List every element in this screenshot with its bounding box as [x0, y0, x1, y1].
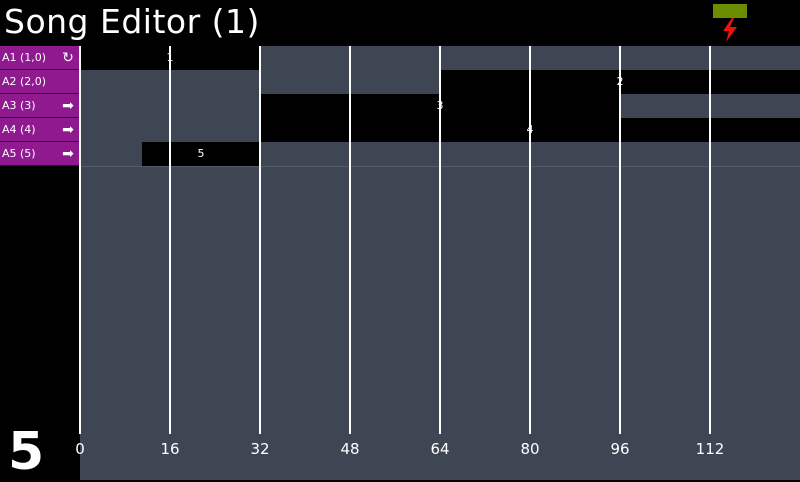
axis-tick-16 — [169, 424, 171, 434]
arrow-right-icon[interactable]: ➡ — [62, 146, 74, 162]
timeline-axis[interactable]: 5 0 16 32 48 64 80 96 112 — [0, 424, 800, 480]
battery-level-indicator — [713, 4, 747, 18]
title-bar: Song Editor (1) — [0, 0, 800, 46]
grid-line-96 — [619, 46, 621, 434]
axis-tick-64 — [439, 424, 441, 434]
axis-tick-96 — [619, 424, 621, 434]
axis-tick-label-32: 32 — [250, 440, 270, 458]
axis-tick-label-80: 80 — [520, 440, 540, 458]
battery-icon — [708, 2, 752, 42]
pattern-clip[interactable]: 5 — [141, 142, 260, 166]
track-label-text: A1 (1,0) — [2, 51, 47, 64]
grid-line-48 — [349, 46, 351, 434]
axis-tick-label-112: 112 — [695, 440, 725, 458]
page-title: Song Editor (1) — [4, 2, 260, 41]
current-step-value: 5 — [8, 422, 45, 482]
track-label-text: A4 (4) — [2, 123, 36, 136]
arrow-right-icon[interactable]: ➡ — [62, 98, 74, 114]
axis-tick-label-0: 0 — [75, 440, 85, 458]
axis-tick-112 — [709, 424, 711, 434]
grid-line-80 — [529, 46, 531, 434]
axis-tick-32 — [259, 424, 261, 434]
track-label-1[interactable]: A1 (1,0) ↻ — [0, 46, 80, 70]
lightning-bolt-icon — [723, 18, 737, 42]
song-grid[interactable]: A1 (1,0)↻A2 (2,0)A3 (3)➡A4 (4)➡A5 (5)➡ 1… — [0, 46, 800, 434]
loop-icon[interactable]: ↻ — [62, 50, 74, 66]
track-label-column: A1 (1,0) ↻ A2 (2,0) A3 (3) ➡ A4 (4) ➡ A5 (5) ➡ — [0, 46, 80, 166]
track-label-5[interactable]: A5 (5) ➡ — [0, 142, 80, 166]
track-label-3[interactable]: A3 (3) ➡ — [0, 94, 80, 118]
axis-gutter — [0, 434, 80, 480]
track-label-4[interactable]: A4 (4) ➡ — [0, 118, 80, 142]
axis-tick-label-16: 16 — [160, 440, 180, 458]
track-label-text: A5 (5) — [2, 147, 36, 160]
grid-line-112 — [709, 46, 711, 434]
axis-tick-label-64: 64 — [430, 440, 450, 458]
axis-tick-label-96: 96 — [610, 440, 630, 458]
grid-line-16 — [169, 46, 171, 434]
grid-line-32 — [259, 46, 261, 434]
axis-tick-label-48: 48 — [340, 440, 360, 458]
axis-tick-80 — [529, 424, 531, 434]
axis-tick-48 — [349, 424, 351, 434]
track-label-2[interactable]: A2 (2,0) — [0, 70, 80, 94]
track-label-text: A2 (2,0) — [2, 75, 47, 88]
axis-tick-0 — [79, 424, 81, 434]
arrow-right-icon[interactable]: ➡ — [62, 122, 74, 138]
grid-line-64 — [439, 46, 441, 434]
track-label-text: A3 (3) — [2, 99, 36, 112]
grid-line-0 — [79, 46, 81, 434]
